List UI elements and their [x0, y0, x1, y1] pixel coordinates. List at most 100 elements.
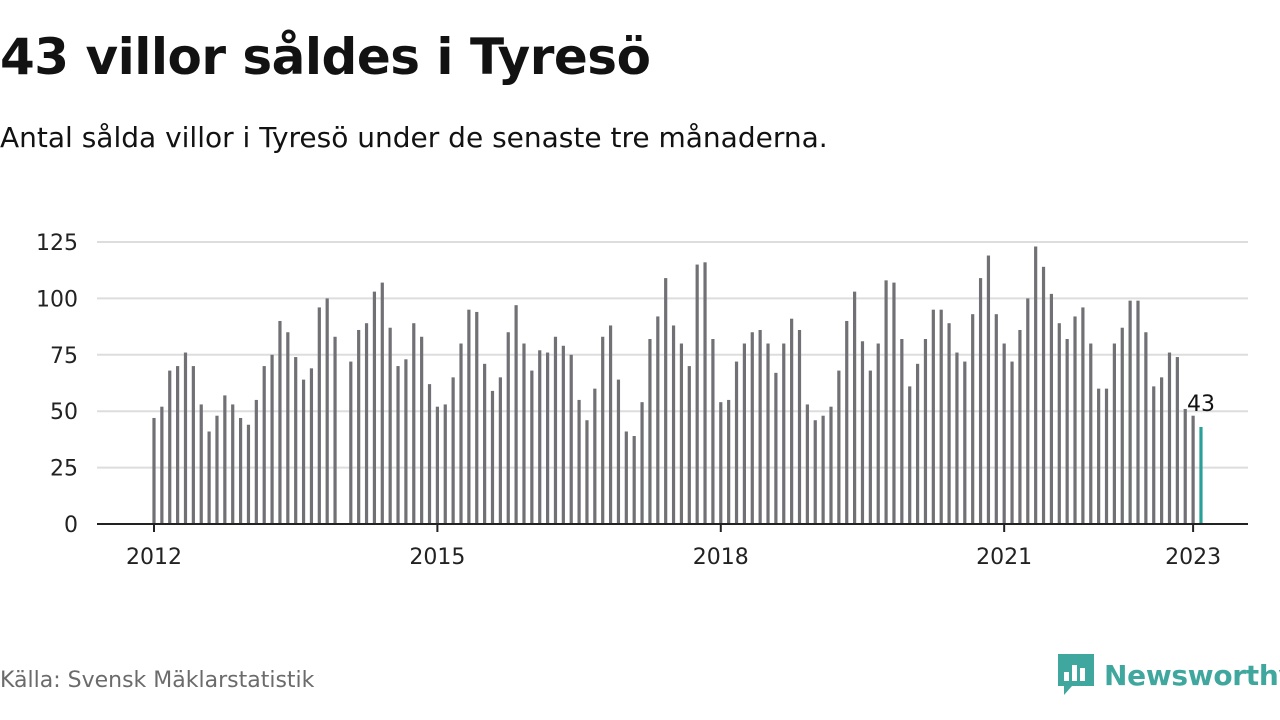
bar — [475, 311, 479, 524]
bar — [711, 339, 715, 524]
bar — [1034, 246, 1038, 524]
bar — [372, 291, 377, 524]
bar — [829, 406, 833, 524]
bar — [616, 379, 621, 524]
bar — [971, 314, 975, 524]
bar — [420, 336, 424, 524]
bar — [790, 318, 794, 524]
bar — [498, 377, 502, 524]
bar — [1152, 386, 1156, 524]
bar — [262, 366, 266, 524]
bar — [845, 320, 849, 524]
bar — [404, 359, 408, 524]
bar — [317, 307, 321, 524]
bar — [1010, 361, 1014, 524]
bar — [514, 305, 518, 524]
bar — [805, 404, 809, 524]
bar — [727, 399, 731, 524]
y-tick-label: 50 — [50, 400, 78, 425]
bar — [246, 424, 251, 524]
bar — [459, 343, 463, 524]
bar — [601, 336, 605, 524]
bar — [451, 377, 455, 524]
bar — [994, 314, 998, 524]
bar — [868, 370, 872, 524]
bar — [1081, 307, 1085, 524]
bar — [719, 402, 723, 524]
bar — [160, 406, 164, 524]
bar — [577, 399, 581, 524]
bar — [671, 325, 676, 524]
bar — [1065, 339, 1069, 524]
y-tick-label: 25 — [50, 457, 78, 482]
bar — [931, 309, 935, 524]
bar — [813, 420, 817, 524]
bar — [632, 436, 636, 524]
bar — [978, 278, 983, 524]
bar — [223, 395, 227, 524]
y-tick-label: 75 — [50, 344, 78, 369]
bar — [380, 282, 384, 524]
bar — [396, 366, 400, 524]
chart-subtitle: Antal sålda villor i Tyresö under de sen… — [0, 121, 828, 154]
bar — [908, 386, 912, 524]
bar — [884, 280, 888, 524]
bar — [176, 366, 180, 524]
bar — [215, 415, 219, 524]
bar — [1191, 415, 1195, 524]
bar — [955, 352, 959, 524]
bar — [782, 343, 786, 524]
x-tick-label: 2015 — [409, 545, 465, 570]
y-tick-label: 100 — [36, 287, 78, 312]
bar — [1073, 316, 1077, 524]
bar — [1144, 332, 1148, 524]
x-tick-label: 2023 — [1165, 545, 1221, 570]
bar — [1057, 323, 1061, 524]
y-tick-label: 0 — [64, 513, 78, 538]
bar — [435, 406, 439, 524]
bar — [695, 264, 699, 524]
bar-chart: 0 25 50 75 100 125 43 2012 2015 2018 2021 2023 — [36, 231, 1248, 570]
bar — [774, 372, 778, 524]
bar — [821, 415, 825, 524]
axes: 0 25 50 75 100 125 43 2012 2015 2018 2021 2023 — [36, 231, 1248, 570]
bar — [679, 343, 684, 524]
bar — [1026, 298, 1030, 524]
bar — [640, 402, 644, 524]
bar — [900, 339, 904, 524]
bar — [837, 370, 841, 524]
bar — [766, 343, 770, 524]
bar — [325, 298, 329, 524]
bar — [412, 323, 416, 524]
bar — [357, 329, 361, 524]
bar — [388, 327, 392, 524]
bar — [703, 262, 707, 524]
bar — [758, 329, 762, 524]
bar — [1041, 266, 1046, 524]
bar — [538, 350, 542, 524]
chart-title: 43 villor såldes i Tyresö — [0, 28, 651, 86]
bar — [1128, 300, 1132, 524]
bar — [1002, 343, 1006, 524]
bar — [207, 431, 211, 524]
brand-logo: Newsworthy — [1058, 654, 1280, 696]
brand-name: Newsworthy — [1104, 658, 1280, 692]
y-tick-label: 125 — [36, 231, 78, 256]
bar — [238, 417, 243, 524]
bar — [183, 352, 188, 524]
bar — [569, 354, 573, 524]
bar — [892, 282, 896, 524]
bar — [530, 370, 534, 524]
bar — [1089, 343, 1093, 524]
bar — [231, 404, 235, 524]
bar — [963, 361, 967, 524]
x-tick-label: 2012 — [126, 545, 182, 570]
bar — [349, 361, 353, 524]
highlight-data-label: 43 — [1187, 392, 1215, 417]
bar — [648, 339, 652, 524]
bar — [593, 388, 597, 524]
bar — [750, 332, 754, 524]
bar — [853, 291, 857, 524]
bar — [915, 363, 920, 524]
bar — [1136, 300, 1140, 524]
